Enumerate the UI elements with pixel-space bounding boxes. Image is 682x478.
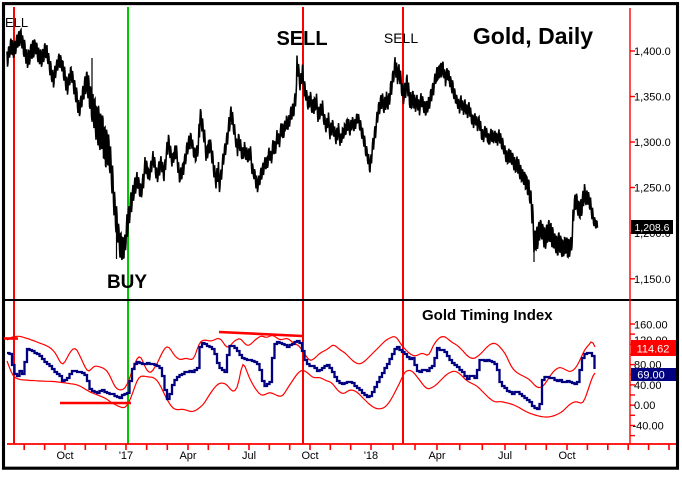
svg-text:-40.00: -40.00: [633, 421, 664, 433]
svg-text:BUY: BUY: [107, 272, 147, 293]
svg-text:1,208.6: 1,208.6: [634, 222, 669, 234]
svg-text:ELL: ELL: [5, 15, 28, 30]
svg-text:114.62: 114.62: [637, 344, 670, 356]
svg-text:160.00: 160.00: [634, 319, 668, 331]
svg-text:69.00: 69.00: [637, 370, 665, 382]
svg-text:'18: '18: [364, 450, 378, 462]
svg-text:40.00: 40.00: [634, 380, 662, 392]
svg-text:0.00: 0.00: [634, 400, 655, 412]
svg-text:Apr: Apr: [428, 450, 445, 462]
svg-text:SELL: SELL: [384, 30, 418, 46]
svg-text:1,150.0: 1,150.0: [634, 274, 671, 286]
svg-text:1,300.0: 1,300.0: [634, 137, 671, 149]
svg-text:Gold Timing Index: Gold Timing Index: [422, 307, 553, 324]
svg-text:1,400.0: 1,400.0: [634, 46, 671, 58]
svg-text:1,250.0: 1,250.0: [634, 183, 671, 195]
svg-text:'17: '17: [119, 450, 133, 462]
svg-text:Oct: Oct: [558, 450, 575, 462]
svg-text:1,350.0: 1,350.0: [634, 92, 671, 104]
svg-text:Oct: Oct: [56, 450, 73, 462]
svg-text:Oct: Oct: [301, 450, 318, 462]
svg-text:Apr: Apr: [179, 450, 196, 462]
svg-text:Jul: Jul: [242, 450, 256, 462]
svg-text:SELL: SELL: [276, 28, 327, 50]
svg-text:Gold, Daily: Gold, Daily: [473, 23, 593, 49]
svg-text:Jul: Jul: [498, 450, 512, 462]
